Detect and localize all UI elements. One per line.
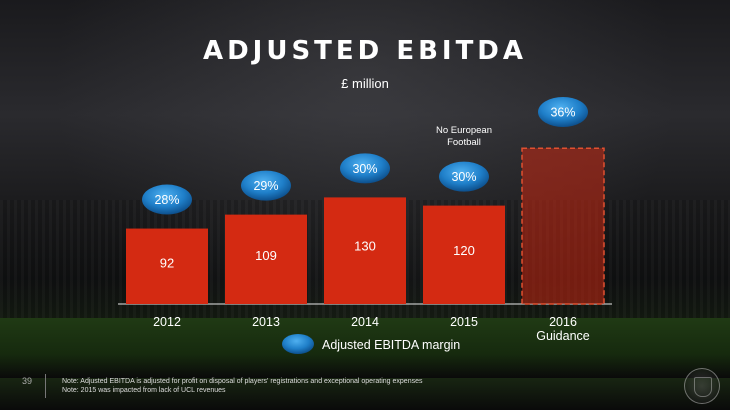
pitch: [0, 318, 730, 378]
chart-subtitle: £ million: [341, 76, 389, 91]
bar-2015: [423, 205, 505, 304]
margin-label-2013: 29%: [253, 179, 278, 193]
annotation-2015-line-1: No European: [436, 125, 492, 136]
page-title: ADJUSTED EBITDA: [202, 36, 528, 66]
footnote-2: Note: 2015 was impacted from lack of UCL…: [62, 387, 226, 394]
margin-bubble-2012: [142, 184, 192, 215]
footnote-1: Note: Adjusted EBITDA is adjusted for pr…: [62, 378, 423, 385]
legend-label: Adjusted EBITDA margin: [322, 338, 460, 352]
footer-divider: [45, 374, 46, 398]
annotation-2015-line-2: Football: [447, 137, 481, 148]
bar-value-label-2013: 109: [255, 248, 277, 263]
tick-label-2016: 2016: [549, 315, 577, 329]
footnotes: Note: Adjusted EBITDA is adjusted for pr…: [62, 377, 423, 395]
bar-2013: [225, 214, 307, 304]
club-crest-logo: [684, 368, 720, 404]
legend-bubble-icon: [282, 334, 314, 354]
bar-value-label-2014: 130: [354, 238, 376, 253]
margin-bubble-2015: [439, 161, 489, 192]
tick-label-2013: 2013: [252, 315, 280, 329]
bar-2012: [126, 228, 208, 304]
margin-label-2016: 36%: [550, 106, 575, 120]
margin-bubble-2014: [340, 153, 390, 184]
margin-bubble-2016: [538, 97, 588, 127]
tick-label-2012: 2012: [153, 315, 181, 329]
page-number: 39: [22, 376, 33, 386]
tick-label-2015: 2015: [450, 315, 478, 329]
margin-bubble-2013: [241, 170, 291, 201]
bar-2014: [324, 197, 406, 304]
margin-label-2015: 30%: [451, 170, 476, 184]
tick-sublabel-2016: Guidance: [536, 329, 590, 343]
tick-label-2014: 2014: [351, 315, 379, 329]
margin-label-2012: 28%: [154, 193, 179, 207]
bar-value-label-2015: 120: [453, 243, 475, 258]
margin-label-2014: 30%: [352, 162, 377, 176]
bar-value-label-2012: 92: [160, 256, 174, 271]
bar-2016-guidance: [521, 147, 605, 305]
